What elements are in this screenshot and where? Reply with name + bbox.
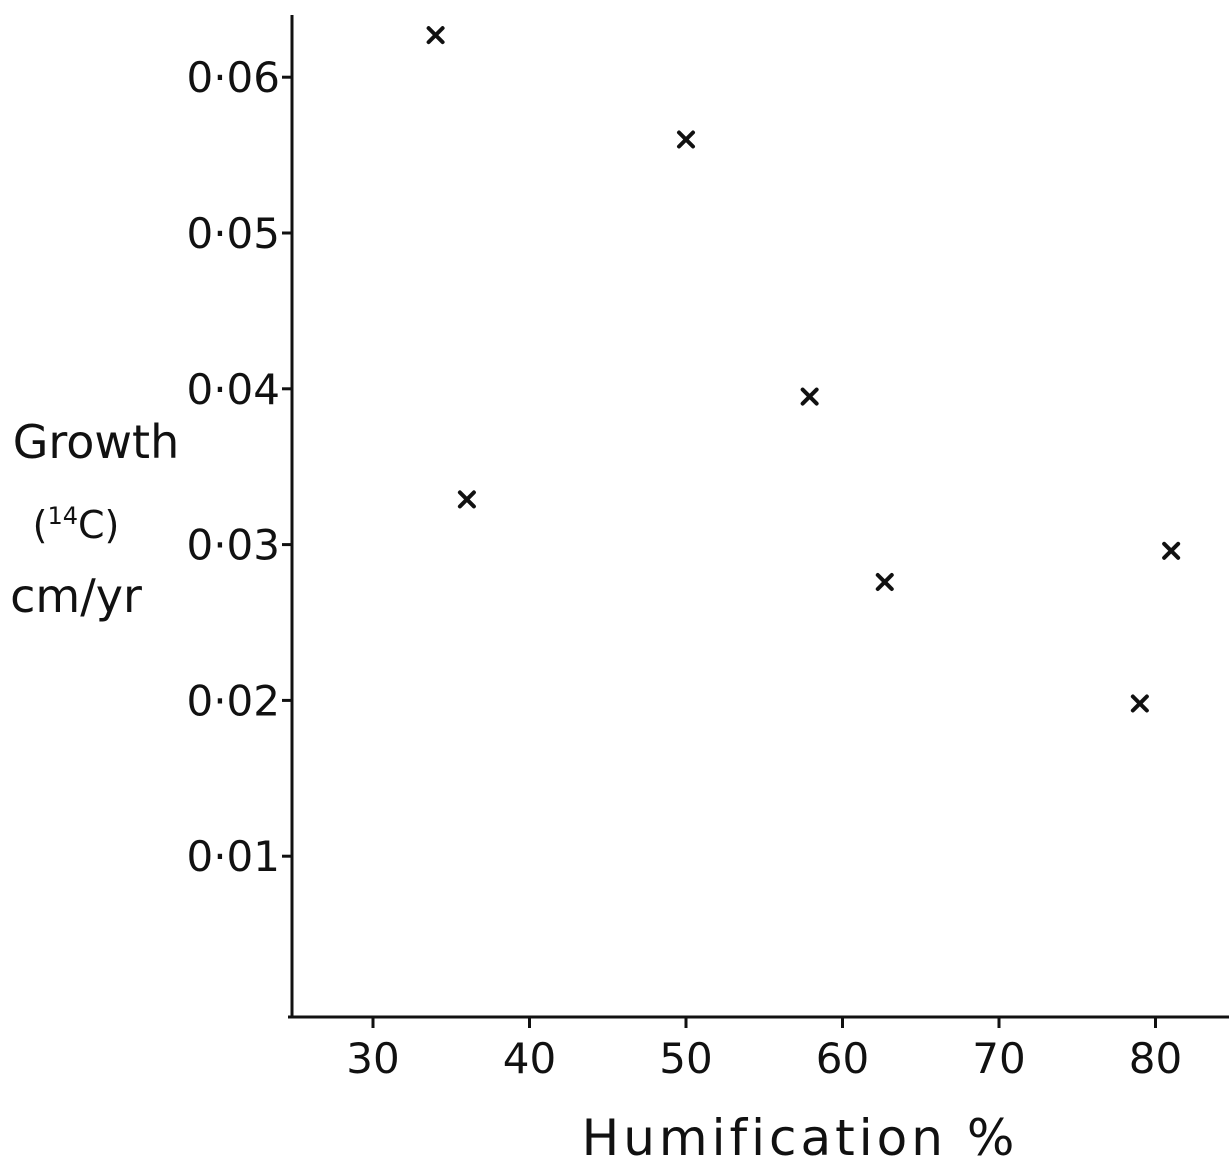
y-tick-label: 0·02 xyxy=(186,676,280,725)
scatter-point xyxy=(457,490,476,509)
data-points xyxy=(426,26,1181,713)
x-tick-label: 60 xyxy=(816,1034,869,1083)
scatter-point xyxy=(1162,541,1181,560)
y-axis-title-unit-c: C) xyxy=(78,503,119,547)
x-tick-label: 30 xyxy=(346,1034,399,1083)
scatter-point xyxy=(426,26,445,45)
y-axis-title-line1: Growth xyxy=(13,415,180,469)
y-tick-label: 0·03 xyxy=(186,521,280,570)
x-tick-label: 80 xyxy=(1129,1034,1182,1083)
x-tick-label: 40 xyxy=(503,1034,556,1083)
y-tick-label: 0·01 xyxy=(186,832,280,881)
scatter-point xyxy=(875,572,894,591)
scatter-point xyxy=(800,387,819,406)
y-axis-title-line3: cm/yr xyxy=(10,569,142,623)
y-tick-label: 0·06 xyxy=(186,53,280,102)
x-tick-label: 50 xyxy=(659,1034,712,1083)
y-axis-title-superscript: 14 xyxy=(47,502,78,530)
y-axis-title-paren: ( xyxy=(33,503,48,547)
x-tick-label: 70 xyxy=(972,1034,1025,1083)
y-axis-title-line2: (14C) xyxy=(33,502,120,547)
x-axis-title: Humification % xyxy=(582,1109,1019,1166)
scatter-point xyxy=(677,130,695,149)
x-ticks: 30 40 50 60 70 80 xyxy=(346,1017,1182,1083)
y-tick-label: 0·05 xyxy=(186,209,280,258)
y-ticks: 0·01 0·02 0·03 0·04 0·05 0·06 xyxy=(186,53,292,881)
y-tick-label: 0·04 xyxy=(186,365,280,414)
scatter-point xyxy=(1130,694,1149,713)
